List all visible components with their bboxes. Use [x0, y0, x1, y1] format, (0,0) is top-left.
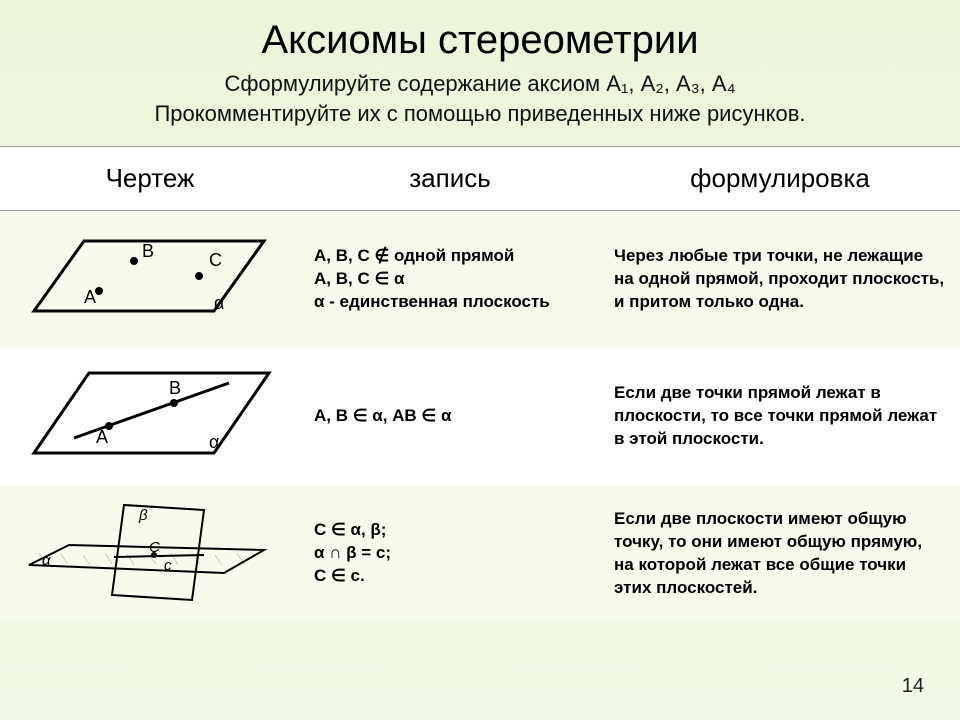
- svg-text:α: α: [214, 293, 224, 313]
- axioms-table: Чертеж запись формулировка A B Cα А, В, С …: [0, 146, 960, 622]
- table-header-row: Чертеж запись формулировка: [0, 147, 960, 211]
- page-title: Аксиомы стереометрии: [0, 0, 960, 63]
- subtitle: Сформулируйте содержание аксиом А₁, А₂, …: [0, 63, 960, 128]
- formulation-cell: Через любые три точки, не лежащие на одн…: [600, 211, 960, 348]
- formulation-cell: Если две точки прямой лежат в плоскости,…: [600, 348, 960, 485]
- diagram-axiom1: A B Cα: [14, 221, 274, 331]
- svg-text:B: B: [169, 378, 181, 398]
- diagram-axiom2: A Bα: [14, 358, 274, 468]
- table-row: A Bα А, В ∈ α, АВ ∈ α Если две точки прям…: [0, 348, 960, 485]
- svg-text:A: A: [96, 427, 108, 447]
- header-formulation: формулировка: [600, 147, 960, 211]
- svg-text:α: α: [209, 432, 219, 452]
- svg-text:B: B: [142, 241, 154, 261]
- page-number: 14: [902, 675, 924, 698]
- svg-text:c: c: [164, 557, 172, 574]
- notation-cell: А, В ∈ α, АВ ∈ α: [300, 348, 600, 485]
- header-drawing: Чертеж: [0, 147, 300, 211]
- svg-text:A: A: [84, 287, 96, 307]
- svg-text:C: C: [149, 539, 160, 556]
- header-notation: запись: [300, 147, 600, 211]
- subtitle-line2: Прокомментируйте их с помощью приведенны…: [40, 99, 920, 129]
- formulation-cell: Если две плоскости имеют общую точку, то…: [600, 485, 960, 622]
- notation-cell: А, В, С ∉ одной прямойА, В, С ∈ αα - еди…: [300, 211, 600, 348]
- table-row: αβcC С ∈ α, β;α ∩ β = c;С ∈ c. Если две …: [0, 485, 960, 622]
- table-row: A B Cα А, В, С ∉ одной прямойА, В, С ∈ αα …: [0, 211, 960, 348]
- notation-cell: С ∈ α, β;α ∩ β = c;С ∈ c.: [300, 485, 600, 622]
- diagram-axiom3: αβcC: [14, 495, 274, 605]
- subtitle-line1: Сформулируйте содержание аксиом А₁, А₂, …: [40, 69, 920, 99]
- svg-text:C: C: [209, 250, 222, 270]
- svg-text:β: β: [138, 507, 148, 524]
